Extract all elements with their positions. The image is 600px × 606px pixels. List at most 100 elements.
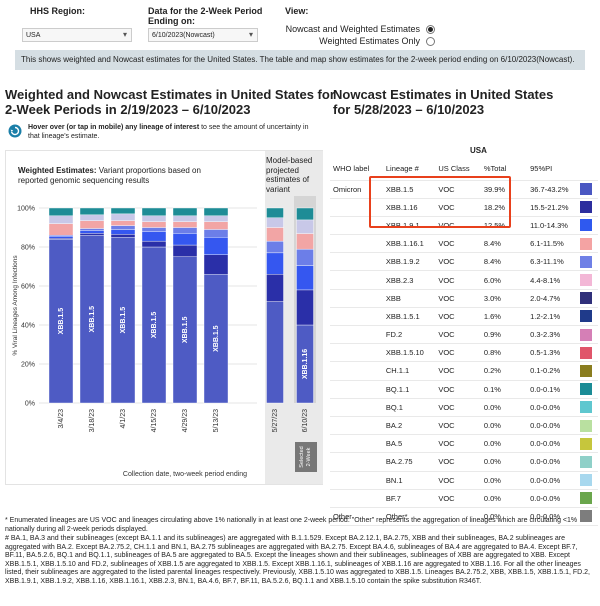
bar-label: XBB.1.5 bbox=[89, 306, 96, 333]
color-swatch bbox=[579, 183, 592, 196]
view-option-nowcast[interactable]: Nowcast and Weighted Estimates bbox=[285, 24, 420, 34]
period-label-line1: Data for the 2-Week Period bbox=[148, 6, 263, 16]
view-option-weighted[interactable]: Weighted Estimates Only bbox=[319, 36, 420, 46]
side-title-line: estimates of bbox=[266, 175, 310, 184]
who-cell bbox=[330, 307, 374, 327]
total-cell: 6.0% bbox=[480, 270, 521, 290]
bar-segment bbox=[110, 229, 136, 235]
bar-segment bbox=[172, 244, 198, 257]
view-radio-nowcast[interactable] bbox=[426, 25, 435, 34]
table-row[interactable]: XBB.1.9.2 VOC 8.4% 6.3-11.1% bbox=[330, 252, 598, 272]
table-row[interactable]: BN.1 VOC 0.0% 0.0-0.0% bbox=[330, 471, 598, 490]
class-cell: VOC bbox=[435, 416, 481, 436]
bar-segment bbox=[79, 235, 105, 404]
table-row[interactable]: BQ.1.1 VOC 0.1% 0.0-0.1% bbox=[330, 380, 598, 399]
table-row[interactable]: FD.2 VOC 0.9% 0.3-2.3% bbox=[330, 325, 598, 345]
bar-segment bbox=[79, 233, 105, 236]
bar-segment bbox=[266, 207, 284, 218]
chart-title-line2: reported genomic sequencing results bbox=[18, 176, 150, 185]
pi-cell: 0.3-2.3% bbox=[520, 325, 574, 345]
view-label: View: bbox=[285, 6, 309, 16]
bar-segment bbox=[172, 256, 198, 404]
lineage-cell: Other* bbox=[373, 507, 436, 527]
lineage-cell: BQ.1 bbox=[373, 398, 436, 417]
color-swatch-cell bbox=[573, 380, 598, 399]
bar-segment bbox=[110, 213, 136, 221]
footnote-1: * Enumerated lineages are US VOC and lin… bbox=[5, 517, 578, 533]
class-cell: VOC bbox=[435, 325, 481, 345]
estimates-table: WHO label Lineage # US Class %Total 95%P… bbox=[330, 158, 598, 527]
chart-title-rest: Variant proportions based on bbox=[96, 166, 201, 175]
total-cell: 3.0% bbox=[480, 289, 521, 308]
table-row[interactable]: BA.2 VOC 0.0% 0.0-0.0% bbox=[330, 416, 598, 436]
lineage-cell: XBB.1.16.1 bbox=[373, 234, 436, 254]
bar-segment bbox=[48, 236, 74, 239]
total-cell: 0.9% bbox=[480, 325, 521, 345]
table-row[interactable]: Other Other* 0.0% 0.0-0.0% bbox=[330, 507, 598, 527]
class-cell: VOC bbox=[435, 398, 481, 417]
hover-hint-rest: to see the amount of uncertainty in bbox=[199, 124, 309, 131]
view-radio-weighted[interactable] bbox=[426, 37, 435, 46]
class-cell: VOC bbox=[435, 471, 481, 490]
pi-cell: 0.0-0.0% bbox=[520, 507, 574, 527]
who-cell bbox=[330, 471, 374, 490]
table-row[interactable]: XBB.2.3 VOC 6.0% 4.4-8.1% bbox=[330, 270, 598, 290]
bar-segment bbox=[110, 234, 136, 238]
pi-cell: 0.0-0.0% bbox=[520, 471, 574, 490]
bar-segment bbox=[266, 217, 284, 228]
region-select[interactable]: USA ▾ bbox=[22, 28, 132, 42]
color-swatch bbox=[579, 492, 592, 505]
table-row[interactable]: XBB VOC 3.0% 2.0-4.7% bbox=[330, 289, 598, 308]
bar-segment bbox=[48, 215, 74, 224]
bar-segment bbox=[110, 220, 136, 226]
pi-cell: 0.0-0.0% bbox=[520, 398, 574, 417]
bar-segment bbox=[79, 228, 105, 231]
table-row[interactable]: CH.1.1 VOC 0.2% 0.1-0.2% bbox=[330, 361, 598, 381]
pi-cell: 0.0-0.0% bbox=[520, 416, 574, 436]
class-cell: VOC bbox=[435, 289, 481, 308]
region-value: USA bbox=[26, 32, 41, 39]
x-axis-label: Collection date, two-week period ending bbox=[123, 471, 247, 478]
color-swatch bbox=[579, 346, 592, 359]
class-cell: VOC bbox=[435, 216, 481, 236]
bar-segment bbox=[110, 207, 136, 215]
right-title: Nowcast Estimates in United States for 5… bbox=[333, 87, 553, 117]
bar-label: XBB.1.16 bbox=[302, 349, 309, 379]
lineage-cell: BN.1 bbox=[373, 471, 436, 490]
x-tick-label: 6/10/23 bbox=[302, 409, 309, 432]
color-swatch bbox=[579, 328, 592, 341]
color-swatch bbox=[579, 274, 592, 287]
table-row[interactable]: XBB.1.5.1 VOC 1.6% 1.2-2.1% bbox=[330, 307, 598, 327]
lineage-cell: XBB.1.5 bbox=[373, 180, 436, 199]
bar-segment bbox=[203, 207, 229, 217]
class-cell: VOC bbox=[435, 198, 481, 217]
class-cell: VOC bbox=[435, 234, 481, 254]
pi-cell: 0.1-0.2% bbox=[520, 361, 574, 381]
period-select[interactable]: 6/10/2023(Nowcast) ▾ bbox=[148, 28, 258, 42]
table-row[interactable]: XBB.1.16.1 VOC 8.4% 6.1-11.5% bbox=[330, 234, 598, 254]
total-cell: 0.0% bbox=[480, 471, 521, 490]
class-cell: VOC bbox=[435, 489, 481, 508]
table-row[interactable]: XBB.1.5.10 VOC 0.8% 0.5-1.3% bbox=[330, 343, 598, 363]
bar-label: XBB.1.5 bbox=[182, 317, 189, 344]
table-row[interactable]: BQ.1 VOC 0.0% 0.0-0.0% bbox=[330, 398, 598, 417]
table-row[interactable]: BA.5 VOC 0.0% 0.0-0.0% bbox=[330, 434, 598, 454]
bar-segment bbox=[141, 240, 167, 248]
y-tick-label: 100% bbox=[17, 206, 35, 213]
lineage-cell: BA.2.75 bbox=[373, 452, 436, 472]
bar-segment bbox=[296, 233, 314, 250]
bar-label: XBB.1.5 bbox=[213, 325, 220, 352]
class-cell: VOC bbox=[435, 380, 481, 399]
who-cell bbox=[330, 198, 374, 217]
class-cell: VOC bbox=[435, 452, 481, 472]
bar-label: XBB.1.5 bbox=[120, 307, 127, 334]
bar-segment bbox=[266, 240, 284, 254]
table-row[interactable]: BF.7 VOC 0.0% 0.0-0.0% bbox=[330, 489, 598, 508]
lineage-cell: XBB.1.16 bbox=[373, 198, 436, 217]
class-cell: VOC bbox=[435, 361, 481, 381]
color-swatch-cell bbox=[573, 398, 598, 417]
table-row[interactable]: BA.2.75 VOC 0.0% 0.0-0.0% bbox=[330, 452, 598, 472]
total-cell: 0.1% bbox=[480, 380, 521, 399]
bar-segment bbox=[141, 227, 167, 232]
color-swatch-cell bbox=[573, 416, 598, 436]
